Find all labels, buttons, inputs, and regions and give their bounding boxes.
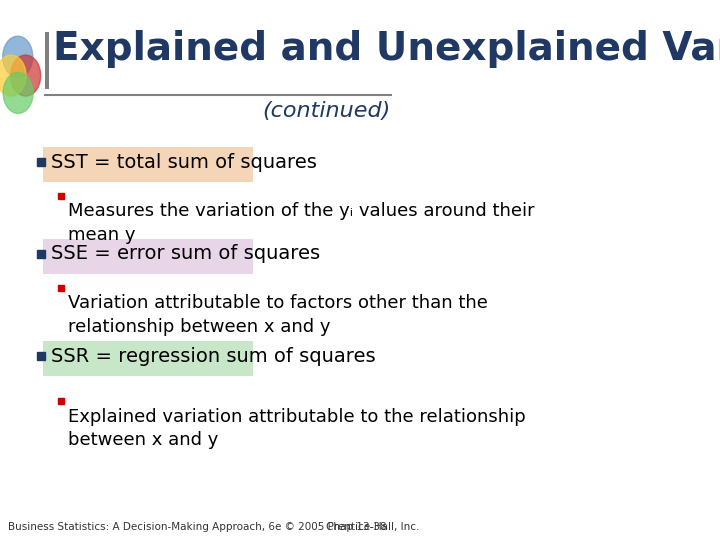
FancyBboxPatch shape bbox=[43, 341, 253, 376]
Text: SSR = regression sum of squares: SSR = regression sum of squares bbox=[50, 347, 375, 366]
Text: Measures the variation of the yᵢ values around their
mean y: Measures the variation of the yᵢ values … bbox=[68, 202, 535, 244]
Circle shape bbox=[11, 55, 40, 96]
Text: SSE = error sum of squares: SSE = error sum of squares bbox=[50, 244, 320, 264]
FancyBboxPatch shape bbox=[45, 32, 48, 89]
Circle shape bbox=[3, 36, 32, 77]
FancyBboxPatch shape bbox=[43, 239, 253, 274]
Circle shape bbox=[0, 55, 26, 96]
Text: Business Statistics: A Decision-Making Approach, 6e © 2005 Prentice-Hall, Inc.: Business Statistics: A Decision-Making A… bbox=[8, 522, 419, 532]
Text: Variation attributable to factors other than the
relationship between x and y: Variation attributable to factors other … bbox=[68, 294, 488, 336]
Text: (continued): (continued) bbox=[263, 100, 391, 121]
Text: SST = total sum of squares: SST = total sum of squares bbox=[50, 152, 316, 172]
Text: Explained and Unexplained Variation: Explained and Unexplained Variation bbox=[53, 30, 720, 68]
Text: Explained variation attributable to the relationship
between x and y: Explained variation attributable to the … bbox=[68, 408, 526, 449]
FancyBboxPatch shape bbox=[43, 147, 253, 182]
Circle shape bbox=[3, 72, 33, 113]
Text: Chap 13-38: Chap 13-38 bbox=[326, 522, 387, 532]
